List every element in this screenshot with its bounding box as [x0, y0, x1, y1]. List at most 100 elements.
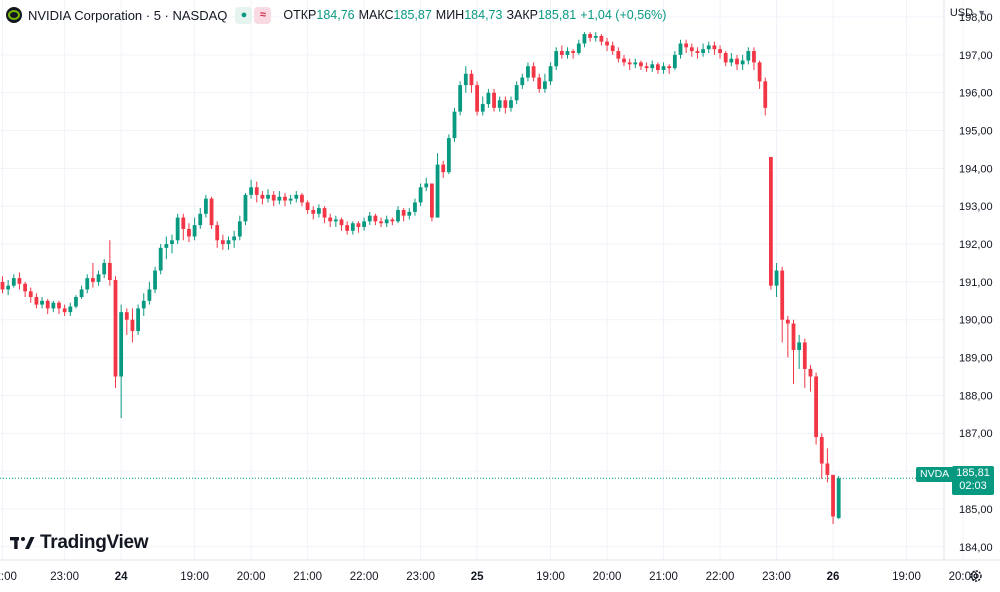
- candle-body: [650, 64, 655, 69]
- candle-body: [656, 64, 660, 70]
- price-tick-label: 198,00: [959, 12, 993, 24]
- candle-body: [757, 62, 762, 82]
- time-axis[interactable]: 22:00 23:00 24 19:00 20:00 21:00 22:00 23:00 25 1…: [0, 571, 977, 583]
- candle-body: [40, 300, 44, 305]
- time-tick-label: 26: [827, 571, 840, 583]
- last-price-value: 185,81: [956, 467, 990, 479]
- candle-body: [215, 225, 220, 241]
- bar-countdown: 02:03: [959, 480, 987, 492]
- candle-body: [345, 225, 350, 231]
- price-tick-label: 197,00: [959, 50, 993, 62]
- candle-body: [119, 312, 124, 377]
- candle-body: [582, 34, 587, 44]
- candle-body: [797, 342, 802, 350]
- candle-body: [141, 300, 146, 309]
- currency-selector[interactable]: USD ▼: [950, 7, 986, 19]
- candle-body: [520, 77, 525, 86]
- candle-body: [283, 196, 287, 201]
- candle-body: [588, 34, 592, 38]
- candle-body: [220, 240, 225, 245]
- time-tick-label: 19:00: [536, 571, 565, 583]
- candle-body: [130, 319, 135, 332]
- candle-body: [175, 217, 180, 241]
- price-tick-label: 188,00: [959, 390, 993, 402]
- candle-body: [701, 49, 705, 53]
- candle-body: [271, 194, 276, 201]
- candles: [0, 32, 841, 525]
- candle-body: [91, 278, 95, 282]
- currency-label: USD: [949, 7, 974, 19]
- market-status-icon[interactable]: ●: [235, 6, 253, 24]
- candle-body: [28, 291, 33, 298]
- price-tick-label: 196,00: [959, 88, 993, 100]
- candle-body: [503, 100, 508, 108]
- time-tick-label: 22:00: [706, 571, 735, 583]
- candle-body: [633, 62, 638, 65]
- candle-body: [153, 270, 157, 290]
- candle-body: [689, 47, 694, 52]
- grid-lines: [0, 0, 964, 560]
- symbol-price-tag: NVDA: [916, 467, 954, 482]
- tradingview-logo[interactable]: TradingView: [10, 532, 149, 554]
- candle-body: [486, 92, 491, 105]
- candle-body: [774, 270, 779, 286]
- symbol-legend: NVIDIA Corporation · 5 · NASDAQ ● ≈ ОТКР…: [6, 5, 666, 25]
- time-tick-label: 21:00: [649, 571, 678, 583]
- candle-body: [57, 302, 61, 309]
- candle-body: [678, 43, 683, 55]
- candle-body: [322, 208, 327, 218]
- candle-body: [243, 194, 248, 222]
- candle-body: [390, 219, 395, 222]
- symbol-title[interactable]: NVIDIA Corporation · 5 · NASDAQ: [28, 7, 228, 23]
- candle-body: [373, 215, 378, 222]
- candle-body: [695, 51, 700, 53]
- price-tick-label: 195,00: [959, 126, 993, 138]
- candle-body: [599, 35, 604, 42]
- candle-body: [300, 194, 304, 203]
- time-tick-label: 20:00: [949, 571, 978, 583]
- close-label: ЗАКР: [506, 8, 538, 22]
- candle-body: [181, 217, 186, 229]
- candle-body: [718, 49, 722, 53]
- candle-body: [102, 262, 107, 275]
- nvidia-logo-icon: [6, 7, 22, 23]
- candle-body: [446, 138, 451, 173]
- time-tick-label: 20:00: [593, 571, 622, 583]
- time-tick-label: 23:00: [762, 571, 791, 583]
- candle-body: [226, 240, 231, 245]
- candle-body: [622, 58, 626, 63]
- candle-body: [430, 183, 434, 218]
- candle-body: [571, 51, 576, 53]
- candle-body: [96, 274, 101, 282]
- gear-icon[interactable]: [969, 569, 983, 583]
- candle-body: [379, 221, 383, 224]
- candle-body: [113, 280, 118, 377]
- data-delay-icon[interactable]: ≈: [254, 6, 272, 24]
- candle-body: [396, 210, 400, 222]
- time-tick-label: 25: [471, 571, 484, 583]
- candle-body: [124, 312, 129, 320]
- candle-body: [147, 289, 152, 301]
- candle-body: [452, 111, 457, 139]
- time-tick-label: 24: [115, 571, 128, 583]
- open-value: 184,76: [316, 8, 355, 22]
- candle-body: [232, 236, 237, 241]
- candle-body: [413, 202, 417, 212]
- time-tick-label: 21:00: [293, 571, 322, 583]
- candle-body: [136, 308, 140, 332]
- candle-body: [819, 437, 824, 464]
- candle-body: [0, 281, 5, 290]
- candle-body: [187, 228, 191, 237]
- time-tick-label: 20:00: [237, 571, 266, 583]
- candle-body: [17, 278, 22, 284]
- price-tick-label: 190,00: [959, 315, 993, 327]
- candle-body: [836, 478, 841, 518]
- candle-body: [85, 278, 90, 290]
- time-tick-label: 22:00: [0, 571, 17, 583]
- candle-body: [814, 376, 818, 438]
- candle-body: [435, 164, 440, 218]
- price-axis[interactable]: 184,00185,00186,00187,00188,00189,00190,…: [959, 12, 993, 554]
- chevron-down-icon: ▼: [977, 8, 986, 18]
- candle-body: [475, 85, 479, 112]
